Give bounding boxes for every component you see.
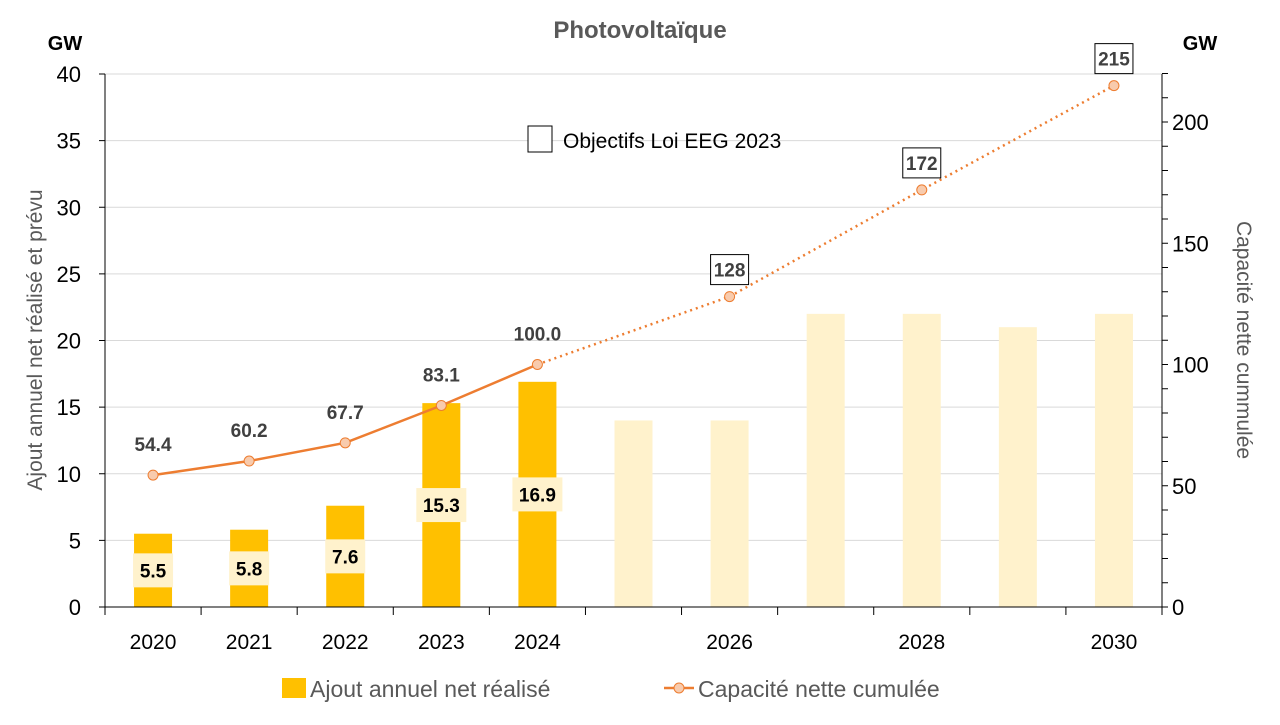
y-tick-label: 10 <box>57 462 81 487</box>
line-marker <box>147 469 159 481</box>
line-marker <box>724 291 736 303</box>
legend-label-bar: Ajout annuel net réalisé <box>310 676 550 702</box>
y-tick-label: 30 <box>57 195 81 220</box>
line-label: 83.1 <box>423 365 460 386</box>
bar-label-bg <box>325 539 366 574</box>
line-label: 128 <box>714 261 746 282</box>
line-label: 215 <box>1098 50 1130 71</box>
y-tick-label: 35 <box>57 129 81 154</box>
y-tick-label: 20 <box>57 329 81 354</box>
target-bar <box>1094 313 1133 607</box>
bar-label: 16.9 <box>519 485 556 506</box>
left-unit-label: GW <box>48 33 83 55</box>
target-bar <box>710 420 749 607</box>
x-tick-label: 2030 <box>1091 631 1138 654</box>
chart-title: Photovoltaïque <box>553 17 726 44</box>
legend-swatch-bar <box>282 678 306 698</box>
line-marker <box>916 184 928 196</box>
y-axis-label: Ajout annuel net réalisé et prévu <box>24 189 47 490</box>
inset-legend-label: Objectifs Loi EEG 2023 <box>563 130 781 153</box>
line-marker <box>243 455 255 467</box>
x-tick-label: 2021 <box>226 631 273 654</box>
bar-label-bg <box>416 488 467 523</box>
x-tick-label: 2023 <box>418 631 465 654</box>
x-tick-label: 2020 <box>130 631 177 654</box>
y2-tick-label: 100 <box>1172 353 1209 378</box>
right-unit-label: GW <box>1183 33 1218 55</box>
inset-legend-swatch <box>527 125 553 153</box>
y2-tick-label: 0 <box>1172 595 1184 620</box>
line-label: 67.7 <box>327 403 364 424</box>
target-bar <box>806 313 845 607</box>
line-marker <box>435 399 447 411</box>
bar-label: 7.6 <box>332 547 358 568</box>
line-label-box <box>1094 43 1134 75</box>
x-tick-label: 2028 <box>898 631 945 654</box>
target-bar <box>998 327 1037 607</box>
bar-label: 15.3 <box>423 496 460 517</box>
line-label: 100.0 <box>514 325 562 346</box>
bar-label: 5.8 <box>236 559 262 580</box>
target-bar <box>614 420 653 607</box>
bar-label-bg <box>229 551 270 586</box>
y-tick-label: 0 <box>69 595 81 620</box>
y-tick-label: 25 <box>57 262 81 287</box>
x-tick-label: 2026 <box>706 631 753 654</box>
y-tick-label: 40 <box>57 62 81 87</box>
y2-tick-label: 200 <box>1172 110 1209 135</box>
line-marker <box>339 437 351 449</box>
line-marker <box>531 359 543 370</box>
bar-label-bg <box>133 553 174 588</box>
line-label: 54.4 <box>135 435 172 456</box>
x-tick-label: 2022 <box>322 631 369 654</box>
inset-legend: Objectifs Loi EEG 2023 <box>527 125 781 153</box>
y2-axis-label: Capacité nette cummulée <box>1232 221 1255 459</box>
y2-tick-label: 150 <box>1172 231 1209 256</box>
y-tick-label: 15 <box>57 395 81 420</box>
target-bar <box>902 313 941 607</box>
line-label-box <box>902 147 942 179</box>
line-label: 60.2 <box>231 421 268 442</box>
line-label: 172 <box>906 154 938 175</box>
y-tick-label: 5 <box>69 528 81 553</box>
bar-label: 5.5 <box>140 561 167 582</box>
y2-tick-label: 50 <box>1172 474 1196 499</box>
legend-swatch-marker <box>673 682 685 694</box>
bar-label-bg <box>512 477 563 512</box>
legend-label-line: Capacité nette cumulée <box>698 676 940 702</box>
line-label-box <box>710 254 750 286</box>
line-marker <box>1108 80 1120 92</box>
x-tick-label: 2024 <box>514 631 561 654</box>
cumulative-line-target <box>536 84 1115 366</box>
legend: Ajout annuel net réalisé Capacité nette … <box>282 676 940 702</box>
